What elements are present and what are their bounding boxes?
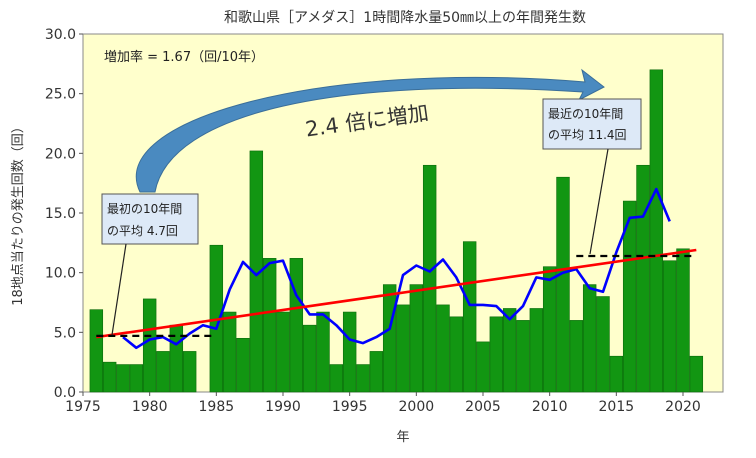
bar-2008 bbox=[516, 320, 530, 393]
bar-2000 bbox=[409, 284, 424, 393]
x-tick-label-5: 2000 bbox=[399, 399, 435, 415]
bar-2001 bbox=[422, 164, 437, 393]
x-tick-label-2: 1985 bbox=[199, 399, 235, 415]
axes-layer: 0.0 5.0 10.0 15.0 20.0 25.0 30.0 1975 1980 1985 19… bbox=[45, 27, 701, 415]
bar-2002 bbox=[436, 304, 450, 393]
bar-1996 bbox=[356, 364, 370, 393]
y-axis-label: 18地点当たりの発生回数（回） bbox=[11, 120, 26, 306]
bar-1990 bbox=[276, 311, 290, 393]
increase-arrow bbox=[135, 68, 605, 193]
bar-2009 bbox=[529, 308, 544, 393]
moving-average-line bbox=[122, 187, 671, 350]
bar-2012 bbox=[569, 320, 584, 393]
x-tick-label-7: 2010 bbox=[532, 399, 568, 415]
last-decade-pointer bbox=[589, 148, 609, 255]
bar-2013 bbox=[582, 284, 597, 393]
bar-2004 bbox=[462, 241, 477, 393]
bar-2006 bbox=[489, 316, 504, 393]
x-tick-label-6: 2005 bbox=[465, 399, 501, 415]
bar-2018 bbox=[649, 69, 664, 393]
y-tick-label-4: 20.0 bbox=[45, 146, 76, 162]
last-decade-line2: の平均 11.4回 bbox=[548, 128, 627, 142]
bar-2017 bbox=[636, 164, 650, 393]
first-decade-pointer bbox=[111, 243, 127, 336]
bar-1976 bbox=[89, 309, 104, 393]
bar-2010 bbox=[542, 266, 557, 393]
x-tick-label-4: 1995 bbox=[332, 399, 368, 415]
bar-2014 bbox=[596, 296, 610, 393]
bar-2020 bbox=[676, 248, 690, 393]
bar-2016 bbox=[622, 200, 637, 393]
bar-1977 bbox=[102, 361, 117, 393]
trend-line bbox=[96, 248, 697, 339]
first-decade-line1: 最初の10年間 bbox=[107, 202, 182, 216]
y-tick-label-3: 15.0 bbox=[45, 206, 76, 222]
x-tick-label-1: 1980 bbox=[132, 399, 168, 415]
x-axis-label: 年 bbox=[396, 430, 409, 445]
x-tick-label-3: 1990 bbox=[265, 399, 301, 415]
bar-1979 bbox=[129, 364, 144, 393]
bar-1992 bbox=[302, 324, 317, 393]
bar-1989 bbox=[262, 258, 277, 393]
x-tick-label-0: 1975 bbox=[65, 399, 101, 415]
first-decade-line2: の平均 4.7回 bbox=[107, 224, 178, 238]
bar-1991 bbox=[289, 258, 304, 393]
x-tick-label-9: 2020 bbox=[665, 399, 701, 415]
bar-2007 bbox=[502, 308, 517, 393]
last-decade-line1: 最近の10年間 bbox=[548, 107, 623, 121]
bar-1987 bbox=[236, 337, 250, 393]
bar-1980 bbox=[142, 298, 157, 393]
bar-2011 bbox=[556, 176, 570, 393]
bar-1997 bbox=[369, 351, 384, 393]
bar-2019 bbox=[662, 260, 677, 393]
bar-2021 bbox=[689, 355, 704, 393]
bar-1986 bbox=[222, 311, 237, 393]
y-tick-label-5: 25.0 bbox=[45, 87, 76, 103]
bar-1995 bbox=[342, 311, 357, 393]
x-tick-label-8: 2015 bbox=[599, 399, 635, 415]
y-tick-label-1: 5.0 bbox=[54, 325, 76, 341]
bar-1978 bbox=[116, 364, 130, 393]
chart-title: 和歌山県［アメダス］1時間降水量50㎜以上の年間発生数 bbox=[224, 10, 586, 26]
lines-layer bbox=[96, 187, 697, 350]
first-decade-callout bbox=[101, 193, 199, 245]
y-tick-label-6: 30.0 bbox=[45, 27, 76, 43]
bar-1994 bbox=[329, 364, 344, 393]
bar-1998 bbox=[382, 284, 397, 393]
y-tick-label-0: 0.0 bbox=[54, 385, 76, 401]
bar-1983 bbox=[182, 351, 197, 393]
rate-annotation: 増加率 = 1.67（回/10年） bbox=[104, 49, 264, 65]
bar-2005 bbox=[476, 341, 490, 393]
last-decade-callout bbox=[542, 98, 642, 150]
bar-1993 bbox=[316, 311, 330, 393]
bar-2015 bbox=[609, 355, 624, 393]
bar-1999 bbox=[396, 304, 410, 393]
bar-1988 bbox=[249, 150, 264, 393]
bar-2003 bbox=[449, 316, 464, 393]
y-tick-label-2: 10.0 bbox=[45, 266, 76, 282]
bar-1981 bbox=[156, 351, 170, 393]
